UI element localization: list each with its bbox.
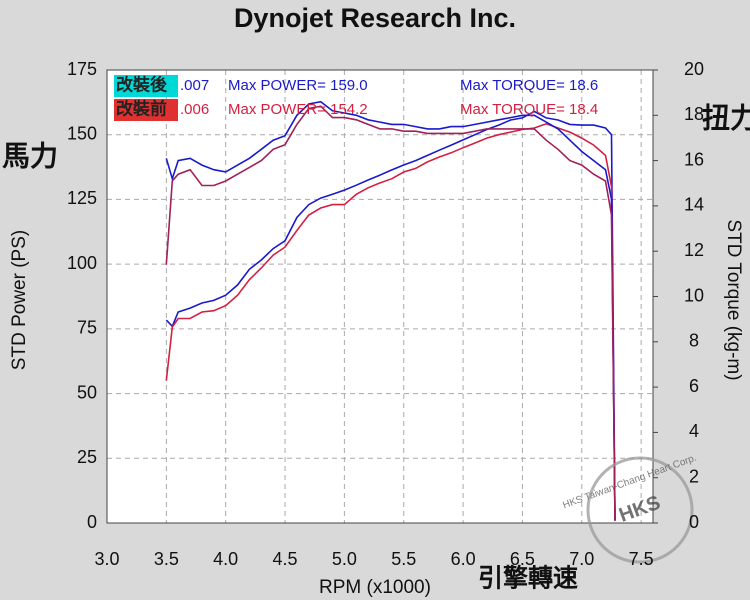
legend-tag: 改裝後 <box>116 74 168 94</box>
y2-tick-label: 2 <box>689 466 699 486</box>
lines <box>165 100 616 521</box>
y-tick-label: 150 <box>67 123 97 143</box>
series-line <box>165 100 616 521</box>
x-tick-label: 5.5 <box>391 549 416 569</box>
series-line <box>165 110 616 521</box>
legend-tag-bg <box>114 75 178 97</box>
y2-tick-label: 20 <box>684 59 704 79</box>
series-line <box>165 105 616 521</box>
x-tick-label: 5.0 <box>332 549 357 569</box>
y2-tick-label: 18 <box>684 104 704 124</box>
x-tick-label: 6.0 <box>451 549 476 569</box>
x-axis-label-cn: 引擎轉速 <box>478 565 578 593</box>
legend-max-torque: Max TORQUE= 18.4 <box>460 101 598 118</box>
plot-area <box>106 69 654 524</box>
y-tick-label: 175 <box>67 59 97 79</box>
x-tick-label: 4.0 <box>213 549 238 569</box>
y-tick-label: 125 <box>67 188 97 208</box>
watermark-ring <box>586 456 694 564</box>
y2-tick-label: 16 <box>684 149 704 169</box>
x-tick-label: 3.0 <box>94 549 119 569</box>
y2-tick-label: 0 <box>689 512 699 532</box>
x-tick-label: 7.5 <box>629 549 654 569</box>
legend-max-power: Max POWER= 159.0 <box>228 77 368 94</box>
y-axis-label: STD Power (PS) <box>9 230 30 370</box>
y-tick-label: 75 <box>77 318 97 338</box>
y2-tick-label: 4 <box>689 421 699 441</box>
y-axis-label-cn: 馬力 <box>2 140 58 171</box>
y-tick-label: 50 <box>77 382 97 402</box>
legend-tag-bg <box>114 99 178 121</box>
x-tick-label: 7.0 <box>569 549 594 569</box>
y2-tick-label: 10 <box>684 285 704 305</box>
x-tick-label: 4.5 <box>273 549 298 569</box>
x-axis-label: RPM (x1000) <box>319 577 431 598</box>
legend-max-power: Max POWER= 154.2 <box>228 101 368 118</box>
y2-tick-label: 14 <box>684 195 704 215</box>
legend-run: .007 <box>180 77 209 94</box>
legend-run: .006 <box>180 101 209 118</box>
y2-axis-label: STD Torque (kg-m) <box>723 219 744 380</box>
x-tick-label: 3.5 <box>154 549 179 569</box>
y-tick-label: 100 <box>67 253 97 273</box>
chart-title: Dynojet Research Inc. <box>234 3 516 33</box>
y-tick-label: 0 <box>87 512 97 532</box>
y2-tick-label: 6 <box>689 376 699 396</box>
y2-axis-label-cn: 扭力 <box>702 102 750 133</box>
legend-max-torque: Max TORQUE= 18.6 <box>460 77 598 94</box>
y2-tick-label: 8 <box>689 331 699 351</box>
x-tick-label: 6.5 <box>510 549 535 569</box>
y-tick-label: 25 <box>77 447 97 467</box>
legend-tag: 改裝前 <box>116 98 167 118</box>
y2-tick-label: 12 <box>684 240 704 260</box>
